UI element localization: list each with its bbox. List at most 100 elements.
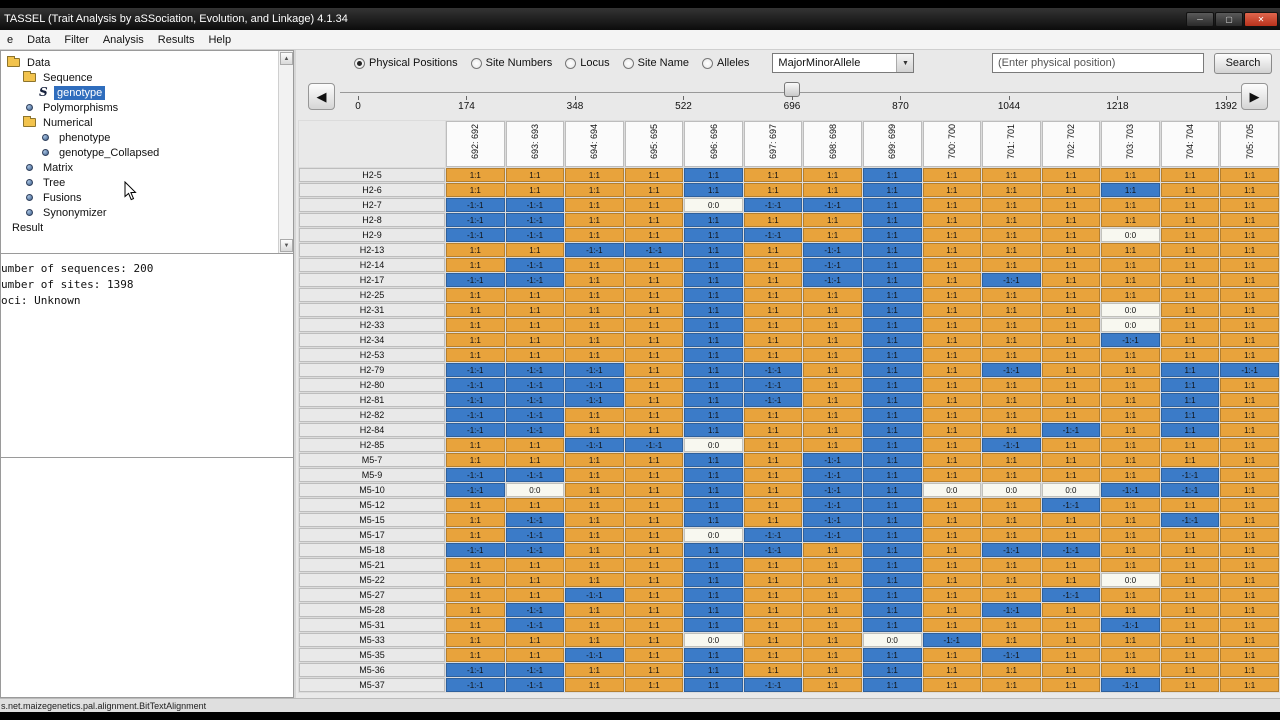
search-button[interactable]: Search [1214, 52, 1272, 74]
genotype-cell[interactable]: 1:1 [684, 168, 743, 182]
scroll-right-button[interactable]: ▶ [1241, 83, 1268, 110]
genotype-cell[interactable]: 1:1 [1220, 678, 1279, 692]
genotype-cell[interactable]: -1:-1 [505, 513, 565, 527]
column-header[interactable]: 692: 692 [446, 121, 505, 167]
genotype-cell[interactable]: 0:0 [684, 528, 743, 542]
genotype-cell[interactable]: 1:1 [743, 513, 803, 527]
genotype-cell[interactable]: 1:1 [803, 303, 862, 317]
genotype-cell[interactable]: 1:1 [624, 513, 684, 527]
genotype-cell[interactable]: -1:-1 [982, 603, 1041, 617]
genotype-cell[interactable]: 1:1 [982, 258, 1041, 272]
genotype-cell[interactable]: 1:1 [505, 453, 565, 467]
genotype-cell[interactable]: -1:-1 [505, 378, 565, 392]
physical-position-input[interactable] [992, 53, 1204, 73]
genotype-cell[interactable]: 1:1 [565, 303, 624, 317]
genotype-cell[interactable]: 1:1 [922, 243, 982, 257]
genotype-cell[interactable]: 1:1 [922, 453, 982, 467]
genotype-cell[interactable]: 1:1 [1041, 618, 1101, 632]
genotype-cell[interactable]: 1:1 [922, 318, 982, 332]
genotype-cell[interactable]: 1:1 [803, 438, 862, 452]
genotype-cell[interactable]: 1:1 [803, 228, 862, 242]
row-label[interactable]: M5-12 [299, 498, 445, 512]
row-label[interactable]: H2-14 [299, 258, 445, 272]
genotype-cell[interactable]: 1:1 [684, 243, 743, 257]
genotype-cell[interactable]: 1:1 [743, 243, 803, 257]
genotype-cell[interactable]: 1:1 [982, 423, 1041, 437]
menu-item-analysis[interactable]: Analysis [102, 33, 144, 46]
genotype-cell[interactable]: 1:1 [743, 603, 803, 617]
genotype-cell[interactable]: 1:1 [1160, 678, 1220, 692]
genotype-cell[interactable]: 1:1 [922, 603, 982, 617]
genotype-cell[interactable]: 1:1 [565, 273, 624, 287]
genotype-cell[interactable]: 1:1 [922, 258, 982, 272]
minimize-button[interactable]: ─ [1186, 11, 1214, 27]
genotype-cell[interactable]: -1:-1 [446, 678, 505, 692]
column-header[interactable]: 701: 701 [982, 121, 1041, 167]
genotype-cell[interactable]: 1:1 [862, 588, 922, 602]
row-label[interactable]: H2-84 [299, 423, 445, 437]
genotype-cell[interactable]: 0:0 [1041, 483, 1101, 497]
genotype-cell[interactable]: 1:1 [982, 468, 1041, 482]
genotype-cell[interactable]: 1:1 [505, 573, 565, 587]
genotype-cell[interactable]: 1:1 [1220, 633, 1279, 647]
genotype-cell[interactable]: 1:1 [1101, 378, 1160, 392]
genotype-cell[interactable]: 1:1 [1041, 408, 1101, 422]
genotype-cell[interactable]: 1:1 [1041, 393, 1101, 407]
genotype-cell[interactable]: 1:1 [1160, 348, 1220, 362]
genotype-cell[interactable]: -1:-1 [505, 423, 565, 437]
close-button[interactable]: ✕ [1244, 11, 1278, 27]
row-label[interactable]: H2-53 [299, 348, 445, 362]
genotype-cell[interactable]: 1:1 [982, 588, 1041, 602]
genotype-cell[interactable]: 0:0 [1101, 228, 1160, 242]
genotype-cell[interactable]: -1:-1 [505, 603, 565, 617]
genotype-cell[interactable]: 1:1 [624, 678, 684, 692]
genotype-cell[interactable]: -1:-1 [446, 393, 505, 407]
genotype-cell[interactable]: -1:-1 [505, 363, 565, 377]
genotype-cell[interactable]: 1:1 [1160, 258, 1220, 272]
genotype-cell[interactable]: 1:1 [1160, 663, 1220, 677]
genotype-cell[interactable]: -1:-1 [1160, 483, 1220, 497]
genotype-cell[interactable]: 1:1 [624, 333, 684, 347]
genotype-cell[interactable]: -1:-1 [803, 513, 862, 527]
genotype-cell[interactable]: 1:1 [1160, 378, 1220, 392]
genotype-cell[interactable]: -1:-1 [446, 408, 505, 422]
genotype-cell[interactable]: -1:-1 [982, 438, 1041, 452]
genotype-cell[interactable]: 1:1 [1041, 273, 1101, 287]
menu-item-data[interactable]: Data [27, 33, 51, 46]
genotype-cell[interactable]: -1:-1 [446, 543, 505, 557]
genotype-cell[interactable]: 1:1 [922, 303, 982, 317]
genotype-cell[interactable]: 1:1 [565, 618, 624, 632]
row-label[interactable]: M5-21 [299, 558, 445, 572]
genotype-cell[interactable]: 1:1 [684, 318, 743, 332]
genotype-cell[interactable]: 1:1 [446, 528, 505, 542]
tree-item-polymorphisms[interactable]: Polymorphisms [1, 100, 293, 115]
genotype-cell[interactable]: 1:1 [743, 183, 803, 197]
row-label[interactable]: H2-34 [299, 333, 445, 347]
genotype-cell[interactable]: 1:1 [982, 228, 1041, 242]
tree-item-matrix[interactable]: Matrix [1, 160, 293, 175]
genotype-cell[interactable]: 1:1 [1101, 288, 1160, 302]
genotype-cell[interactable]: 1:1 [922, 618, 982, 632]
genotype-cell[interactable]: 1:1 [565, 498, 624, 512]
genotype-cell[interactable]: 1:1 [505, 558, 565, 572]
genotype-cell[interactable]: 1:1 [684, 258, 743, 272]
genotype-cell[interactable]: 1:1 [803, 543, 862, 557]
genotype-cell[interactable]: -1:-1 [743, 228, 803, 242]
genotype-cell[interactable]: 1:1 [684, 513, 743, 527]
genotype-cell[interactable]: 1:1 [1041, 318, 1101, 332]
genotype-cell[interactable]: 0:0 [862, 633, 922, 647]
genotype-cell[interactable]: 1:1 [922, 273, 982, 287]
genotype-cell[interactable]: 1:1 [1220, 468, 1279, 482]
genotype-cell[interactable]: 1:1 [743, 663, 803, 677]
genotype-cell[interactable]: 1:1 [1101, 513, 1160, 527]
genotype-cell[interactable]: 1:1 [446, 438, 505, 452]
genotype-cell[interactable]: 1:1 [743, 333, 803, 347]
genotype-cell[interactable]: 1:1 [1041, 258, 1101, 272]
genotype-cell[interactable]: 1:1 [1041, 168, 1101, 182]
genotype-cell[interactable]: 1:1 [862, 363, 922, 377]
genotype-cell[interactable]: 1:1 [982, 453, 1041, 467]
genotype-cell[interactable]: 1:1 [446, 618, 505, 632]
genotype-cell[interactable]: 1:1 [684, 363, 743, 377]
genotype-cell[interactable]: 1:1 [862, 318, 922, 332]
genotype-cell[interactable]: 0:0 [684, 438, 743, 452]
